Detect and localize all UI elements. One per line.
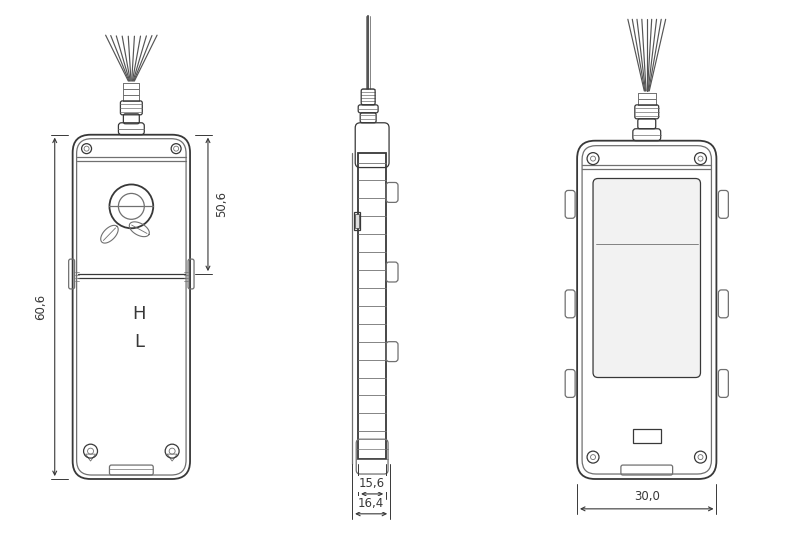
Text: 16,4: 16,4 bbox=[358, 497, 384, 510]
Bar bbox=[358, 153, 386, 459]
Text: L: L bbox=[134, 333, 144, 351]
Bar bbox=[633, 429, 661, 443]
Bar bbox=[354, 212, 360, 230]
Text: 60,6: 60,6 bbox=[34, 294, 47, 320]
Text: 30,0: 30,0 bbox=[634, 490, 660, 504]
Bar bbox=[355, 214, 359, 228]
Text: H: H bbox=[133, 305, 146, 323]
FancyBboxPatch shape bbox=[593, 178, 701, 378]
Text: 15,6: 15,6 bbox=[359, 477, 386, 491]
Text: 50,6: 50,6 bbox=[215, 192, 228, 217]
